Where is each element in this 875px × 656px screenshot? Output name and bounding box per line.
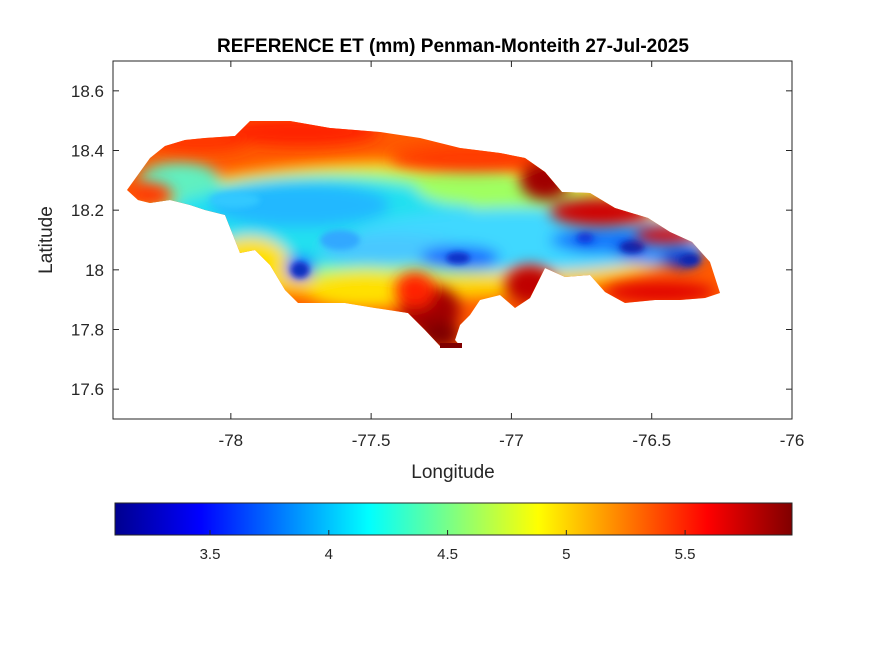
colorbar-tick-label: 5 [562, 546, 570, 563]
y-axis-title: Latitude [36, 206, 57, 274]
x-axis-title: Longitude [411, 462, 494, 483]
colorbar-tick-label: 3.5 [200, 546, 221, 563]
colorbar-tick-label: 4 [325, 546, 333, 563]
colorbar-tick-label: 5.5 [675, 546, 696, 563]
x-tick-label: -76.5 [632, 431, 671, 450]
y-axis: 17.6 17.8 18 18.2 18.4 18.6 [71, 82, 792, 399]
x-tick-label: -77.5 [352, 431, 391, 450]
y-tick-label: 17.8 [71, 321, 104, 340]
colorbar-ticks: 3.5 4 4.5 5 5.5 [200, 530, 696, 563]
coast-tail [440, 343, 462, 348]
y-tick-label: 18.2 [71, 201, 104, 220]
x-tick-label: -77 [499, 431, 524, 450]
chart-title: REFERENCE ET (mm) Penman-Monteith 27-Jul… [217, 36, 689, 57]
y-tick-label: 18.6 [71, 82, 104, 101]
colorbar-tick-label: 4.5 [437, 546, 458, 563]
colorbar [114, 502, 793, 536]
x-tick-label: -76 [780, 431, 805, 450]
y-tick-label: 18 [85, 261, 104, 280]
y-tick-label: 18.4 [71, 142, 104, 161]
x-tick-label: -78 [219, 431, 244, 450]
x-axis: -78 -77.5 -77 -76.5 -76 [219, 61, 805, 450]
y-tick-label: 17.6 [71, 380, 104, 399]
